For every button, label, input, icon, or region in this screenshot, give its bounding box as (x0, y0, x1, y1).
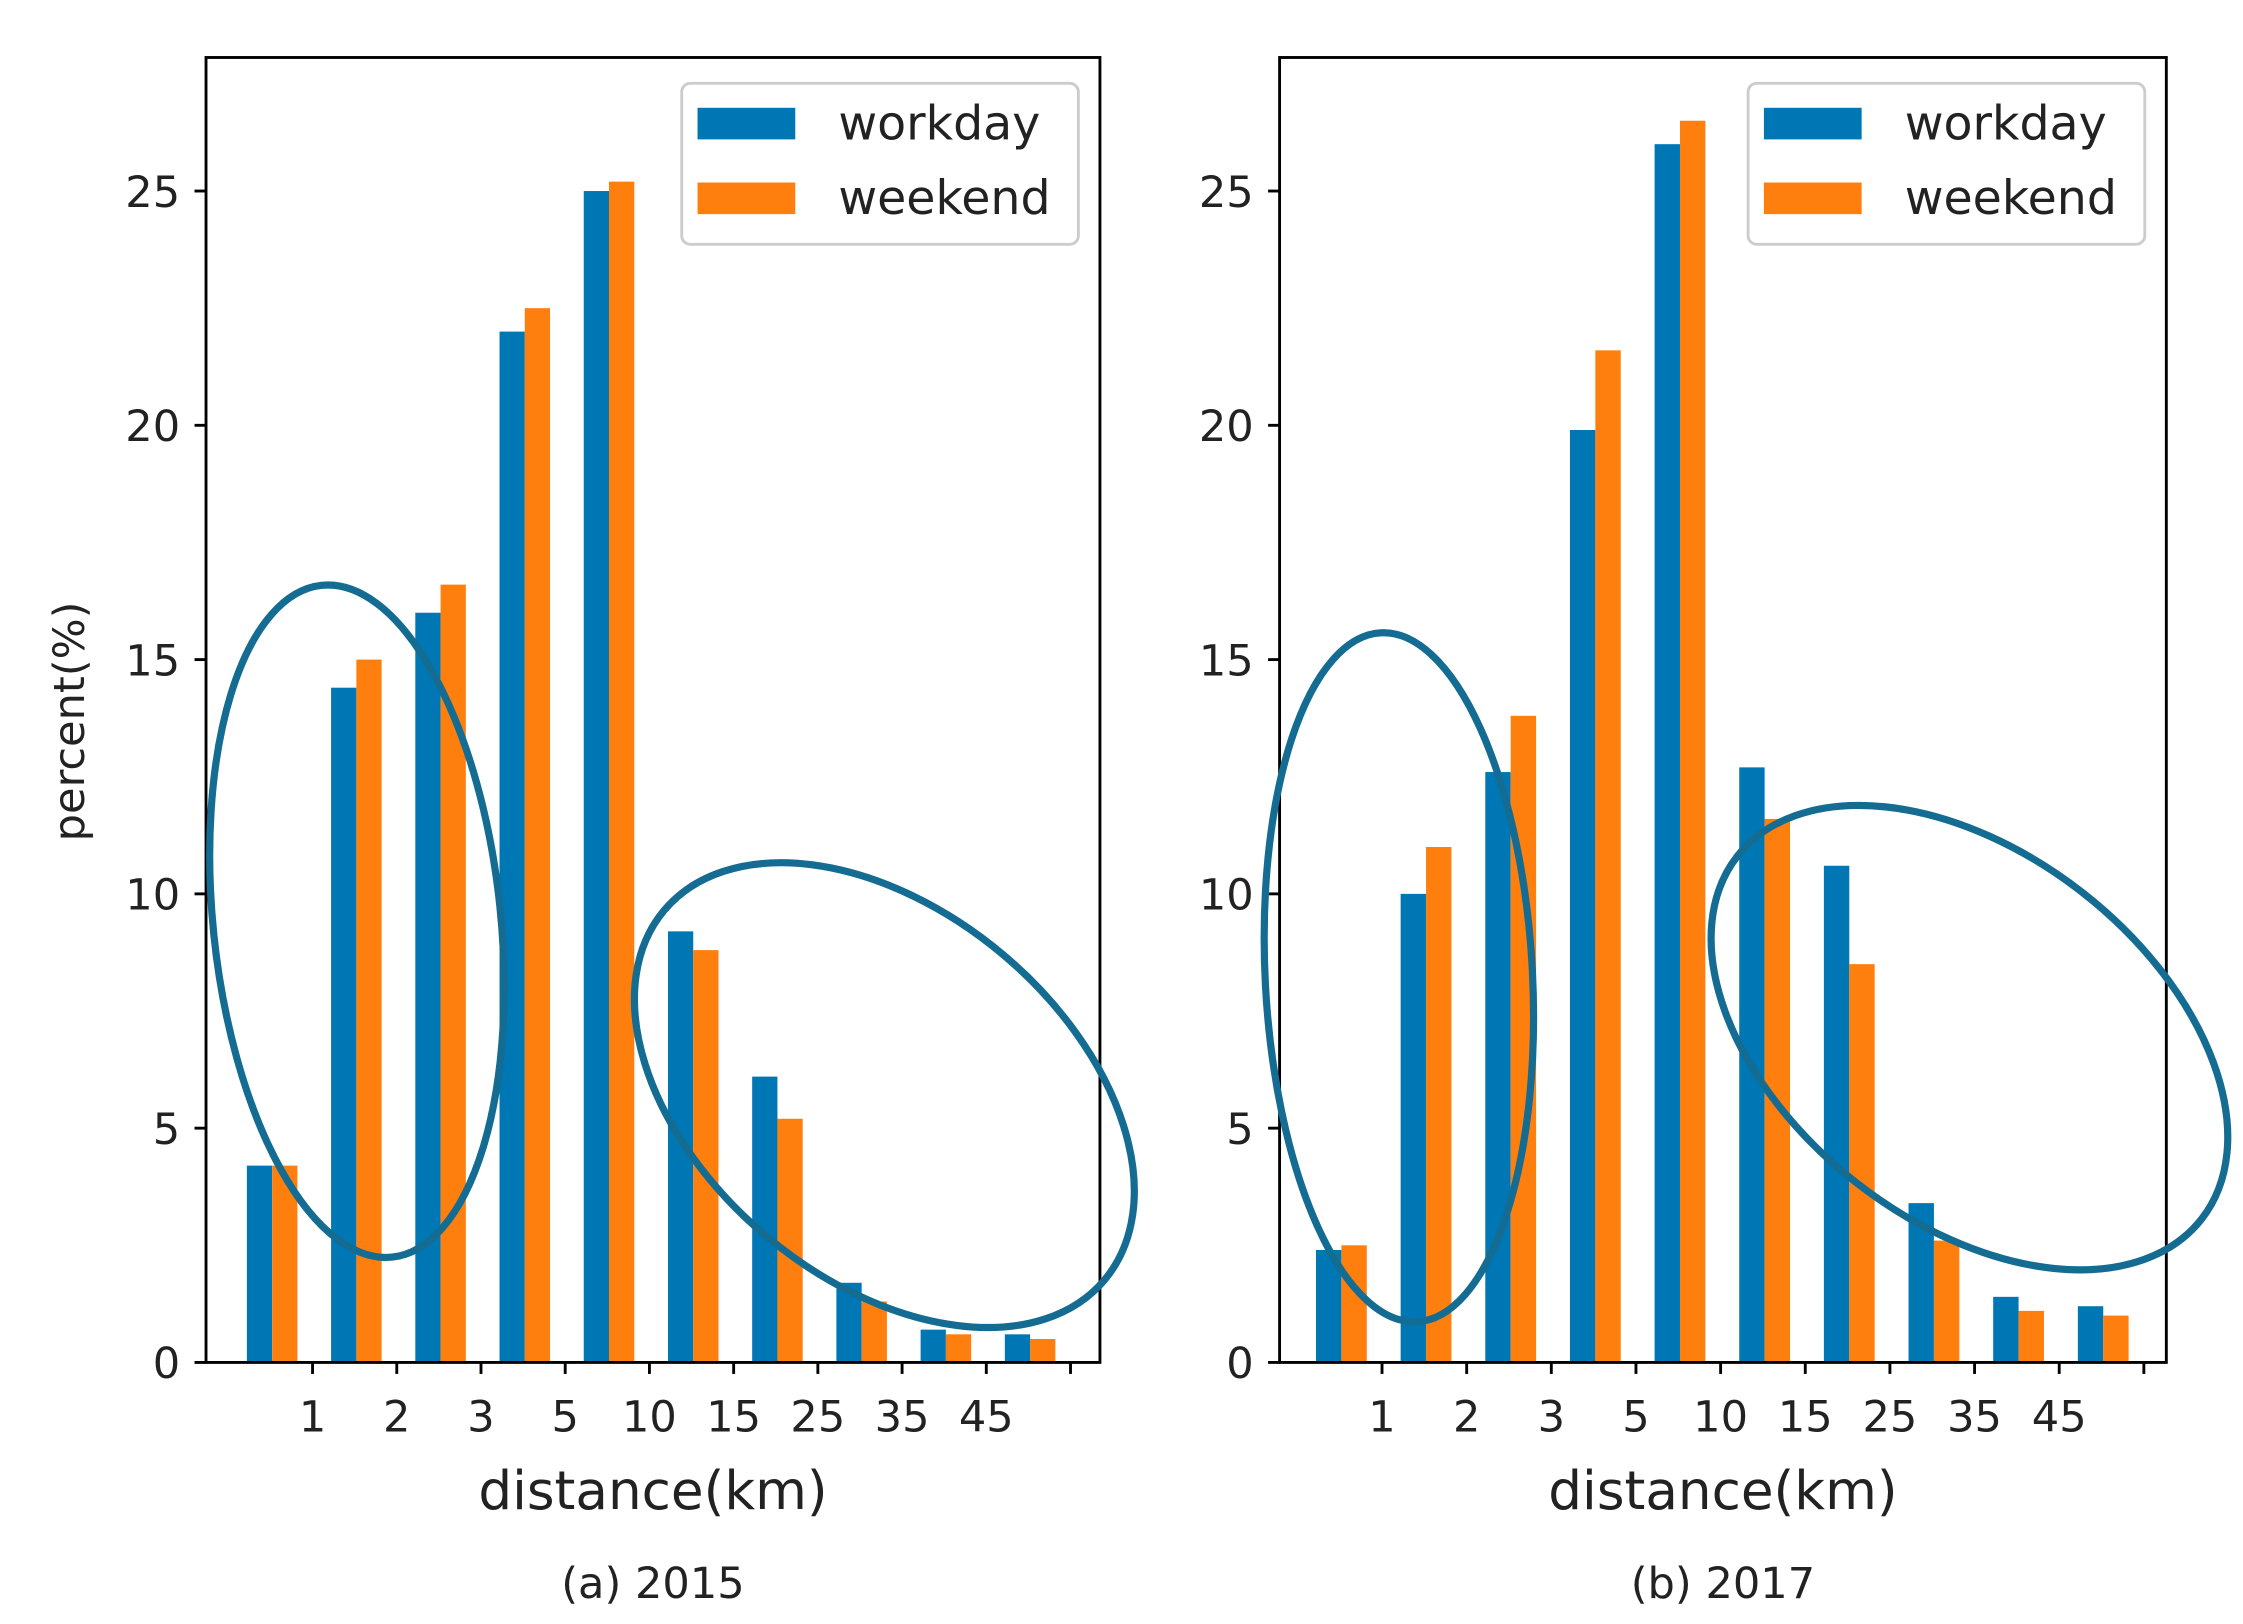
bar-workday (2077, 1306, 2104, 1363)
y-axis-label: percent(%) (45, 602, 95, 842)
bar-workday (1485, 772, 1511, 1363)
bar-workday (246, 1165, 273, 1363)
bar-workday (1004, 1334, 1031, 1363)
x-tick-label: 10 (622, 1392, 677, 1442)
axes-frame (204, 56, 1102, 1364)
annotation-ellipse (630, 859, 1138, 1332)
legend-label-workday: workday (1905, 96, 2107, 151)
bar-weekend (609, 181, 635, 1363)
y-tick-label: 5 (1226, 1105, 1253, 1155)
bar-weekend (777, 1118, 803, 1363)
legend-label-weekend: weekend (838, 171, 1050, 226)
x-tick-label: 15 (1778, 1392, 1833, 1442)
annotation-ellipse (1707, 801, 2232, 1274)
bar-workday (1823, 865, 1850, 1363)
bar-workday (583, 191, 610, 1363)
legend-swatch-workday (697, 107, 796, 140)
bar-weekend (1595, 350, 1621, 1363)
x-tick-label: 1 (299, 1392, 326, 1442)
bar-weekend (1426, 847, 1452, 1363)
axes-frame (1278, 56, 2168, 1364)
x-tick-label: 15 (706, 1392, 761, 1442)
x-tick-label: 10 (1693, 1392, 1748, 1442)
y-tick-label: 20 (125, 402, 180, 452)
bar-weekend (356, 659, 382, 1363)
bar-weekend (1341, 1245, 1367, 1363)
bar-weekend (272, 1165, 298, 1363)
legend-label-weekend: weekend (1905, 171, 2117, 226)
panel-caption: (a) 2015 (561, 1559, 744, 1609)
bar-weekend (1849, 964, 1875, 1363)
bar-workday (920, 1329, 946, 1363)
legend: workday weekend (680, 81, 1080, 246)
panel-caption: (b) 2017 (1631, 1559, 1815, 1609)
x-tick-label: 1 (1368, 1392, 1395, 1442)
bar-weekend (2103, 1315, 2129, 1363)
x-tick-label: 3 (1538, 1392, 1565, 1442)
x-tick-label: 3 (467, 1392, 494, 1442)
y-tick-label: 10 (1199, 871, 1254, 921)
x-tick-label: 2 (1453, 1392, 1480, 1442)
x-tick-label: 35 (1947, 1392, 2002, 1442)
annotation-ellipse (1260, 629, 1538, 1326)
x-tick-label: 45 (959, 1392, 1014, 1442)
y-tick-label: 5 (153, 1105, 180, 1155)
y-tick-label: 20 (1199, 402, 1254, 452)
x-tick-label: 45 (2032, 1392, 2087, 1442)
y-tick-label: 10 (125, 871, 180, 921)
bar-workday (1654, 144, 1680, 1363)
x-tick-label: 25 (1862, 1392, 1917, 1442)
y-tick-label: 0 (1226, 1339, 1253, 1389)
bar-workday (331, 687, 357, 1363)
x-axis-label: distance(km) (478, 1460, 827, 1522)
bar-weekend (861, 1301, 887, 1363)
bar-workday (499, 331, 525, 1363)
legend: workday weekend (1746, 81, 2147, 246)
bar-weekend (693, 950, 719, 1363)
bar-weekend (524, 308, 551, 1363)
x-axis-label: distance(km) (1548, 1460, 1897, 1522)
bar-workday (1400, 893, 1427, 1363)
bar-workday (1569, 429, 1596, 1363)
legend-swatch-workday (1763, 107, 1862, 140)
x-tick-label: 5 (1622, 1392, 1649, 1442)
y-tick-label: 0 (153, 1339, 180, 1389)
x-tick-label: 5 (551, 1392, 578, 1442)
legend-swatch-weekend (697, 182, 796, 215)
bar-weekend (1679, 120, 1706, 1363)
bar-weekend (1933, 1240, 1960, 1363)
bar-weekend (2018, 1310, 2044, 1363)
y-tick-label: 25 (1199, 168, 1254, 218)
bar-weekend (1030, 1339, 1056, 1363)
bar-workday (1993, 1296, 2019, 1363)
x-tick-label: 35 (875, 1392, 930, 1442)
bar-workday (752, 1076, 778, 1363)
y-tick-label: 15 (1199, 636, 1254, 686)
legend-swatch-weekend (1763, 182, 1862, 215)
y-tick-label: 25 (125, 168, 180, 218)
legend-label-workday: workday (838, 96, 1040, 151)
bar-weekend (945, 1334, 972, 1363)
x-tick-label: 2 (383, 1392, 410, 1442)
y-tick-label: 15 (125, 636, 180, 686)
x-tick-label: 25 (790, 1392, 845, 1442)
annotation-ellipse (206, 581, 508, 1262)
